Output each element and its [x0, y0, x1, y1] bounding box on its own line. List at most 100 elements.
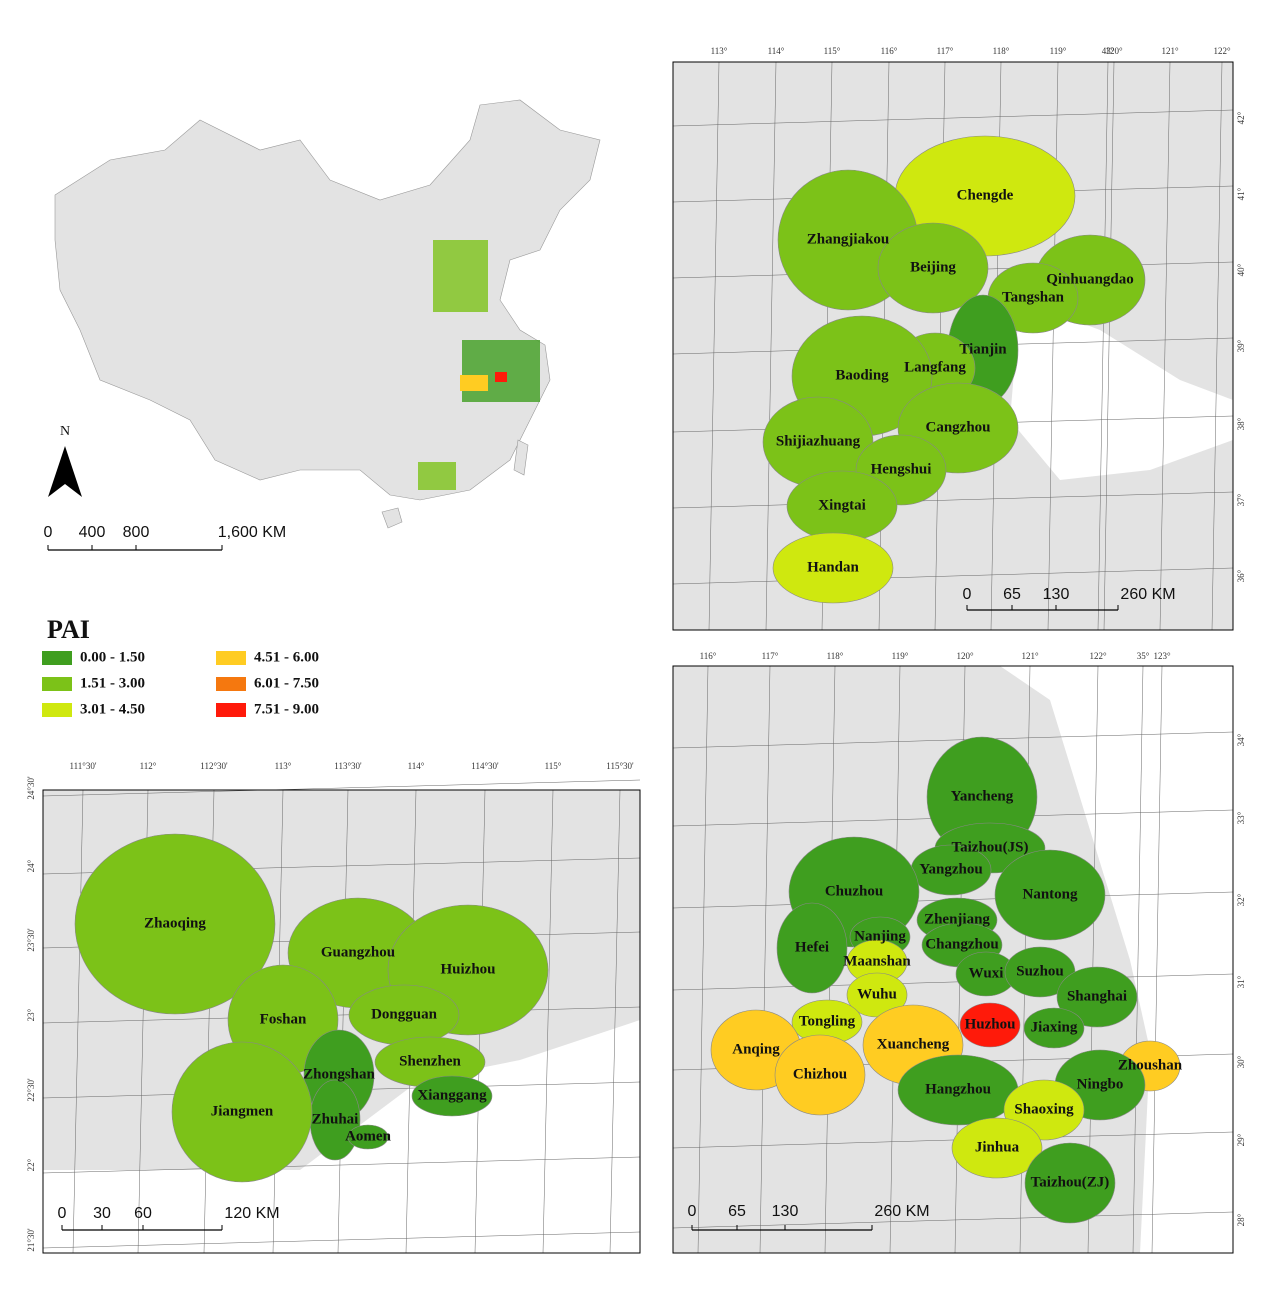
city-label: Chizhou	[793, 1066, 847, 1082]
city-label: Taizhou(ZJ)	[1031, 1174, 1110, 1190]
sea	[1000, 666, 1233, 1253]
scale-label: 800	[123, 524, 150, 541]
city-label: Ningbo	[1077, 1076, 1124, 1092]
legend-label: 6.01 - 7.50	[254, 675, 319, 691]
lon-label: 118°	[827, 651, 844, 661]
lat-label: 29°	[1236, 1133, 1246, 1146]
panel-frame	[672, 61, 1234, 631]
scale-label: 260 KM	[874, 1203, 929, 1220]
city-label: Guangzhou	[321, 944, 395, 960]
lon-label: 123°	[1153, 651, 1171, 661]
graticule	[672, 1131, 1234, 1149]
lon-label: 115°	[545, 761, 562, 771]
scale-label: 0	[44, 524, 53, 541]
scale-label: 65	[1003, 586, 1021, 603]
city-label: Huizhou	[440, 961, 495, 977]
legend-label: 7.51 - 9.00	[254, 701, 319, 717]
north-arrow	[48, 446, 82, 497]
scale-label: 130	[1043, 586, 1070, 603]
graticule	[672, 567, 1234, 585]
graticule	[42, 779, 641, 797]
lat-label: 36°	[1236, 569, 1246, 582]
city-region	[772, 532, 894, 604]
city-label: Tianjin	[959, 341, 1007, 357]
lat-label: 21°30'	[26, 1228, 36, 1252]
lon-label: 120°	[956, 651, 974, 661]
lat-label: 23°	[26, 1008, 36, 1021]
legend-title: PAI	[47, 615, 90, 644]
legend-swatch	[216, 703, 246, 717]
lat-label: 32°	[1236, 893, 1246, 906]
city-label: Jiaxing	[1031, 1019, 1078, 1035]
legend-label: 1.51 - 3.00	[80, 675, 145, 691]
lon-label: 119°	[1050, 46, 1067, 56]
lat-label: 33°	[1236, 811, 1246, 824]
lon-label: 122°	[1089, 651, 1107, 661]
legend-swatch	[42, 651, 72, 665]
city-label: Aomen	[345, 1128, 391, 1144]
jjj-highlight	[433, 240, 488, 312]
graticule	[1103, 61, 1115, 631]
city-label: Baoding	[835, 367, 889, 383]
scale-label: 0	[58, 1205, 67, 1222]
scale-label: 60	[134, 1205, 152, 1222]
graticule	[1151, 665, 1163, 1254]
city-label: Wuhu	[857, 986, 897, 1002]
city-label: Handan	[807, 559, 859, 575]
prd-highlight	[418, 462, 456, 490]
legend-label: 3.01 - 4.50	[80, 701, 145, 717]
yrd-highlight	[462, 340, 540, 402]
lon-label: 116°	[700, 651, 717, 661]
lat-label: 34°	[1236, 733, 1246, 746]
city-region	[774, 1034, 866, 1116]
graticule	[42, 1156, 641, 1174]
legend-label: 0.00 - 1.50	[80, 649, 145, 665]
panel-frame	[42, 789, 641, 1254]
city-label: Anqing	[732, 1041, 780, 1057]
city-label: Jiangmen	[211, 1103, 274, 1119]
city-label: Yangzhou	[919, 861, 982, 877]
graticule	[765, 61, 777, 631]
city-label: Xingtai	[818, 497, 866, 513]
city-label: Zhoushan	[1118, 1057, 1183, 1073]
graticule	[672, 109, 1234, 127]
lat-label: 30°	[1236, 1055, 1246, 1068]
lon-label: 117°	[762, 651, 779, 661]
graticule	[672, 731, 1234, 749]
city-label: Hangzhou	[925, 1081, 991, 1097]
lon-label: 116°	[881, 46, 898, 56]
city-region	[951, 1117, 1043, 1179]
graticule	[672, 973, 1234, 991]
city-region	[411, 1075, 493, 1117]
city-region	[171, 1041, 313, 1183]
lon-label: 114°	[768, 46, 785, 56]
lon-label: 113°	[275, 761, 292, 771]
lon-label: 112°30'	[200, 761, 228, 771]
city-label: Chengde	[957, 187, 1014, 203]
lon-label: 117°	[937, 46, 954, 56]
city-label: Yancheng	[951, 788, 1014, 804]
city-region	[1024, 1142, 1116, 1224]
scale-label: 1,600 KM	[218, 524, 286, 541]
graticule	[1047, 61, 1059, 631]
scale-label: 400	[79, 524, 106, 541]
city-label: Wuxi	[969, 965, 1004, 981]
city-label: Hefei	[795, 939, 829, 955]
lat-label: 28°	[1236, 1213, 1246, 1226]
yrd-hot-highlight	[495, 372, 507, 382]
graticule	[42, 1006, 641, 1024]
lat-label: 42°	[1236, 111, 1246, 124]
scale-label: 0	[963, 586, 972, 603]
scale-label: 260 KM	[1120, 586, 1175, 603]
lat-label: 37°	[1236, 493, 1246, 506]
city-region	[74, 833, 276, 1015]
city-label: Zhongshan	[303, 1066, 375, 1082]
legend-swatch	[42, 677, 72, 691]
lat-label: 22°	[26, 1158, 36, 1171]
lon-label: 35°	[1137, 651, 1150, 661]
scale-label: 65	[728, 1203, 746, 1220]
city-label: Zhaoqing	[144, 915, 206, 931]
city-label: Taizhou(JS)	[952, 839, 1029, 855]
city-label: Tangshan	[1002, 289, 1065, 305]
city-label: Hengshui	[871, 461, 932, 477]
